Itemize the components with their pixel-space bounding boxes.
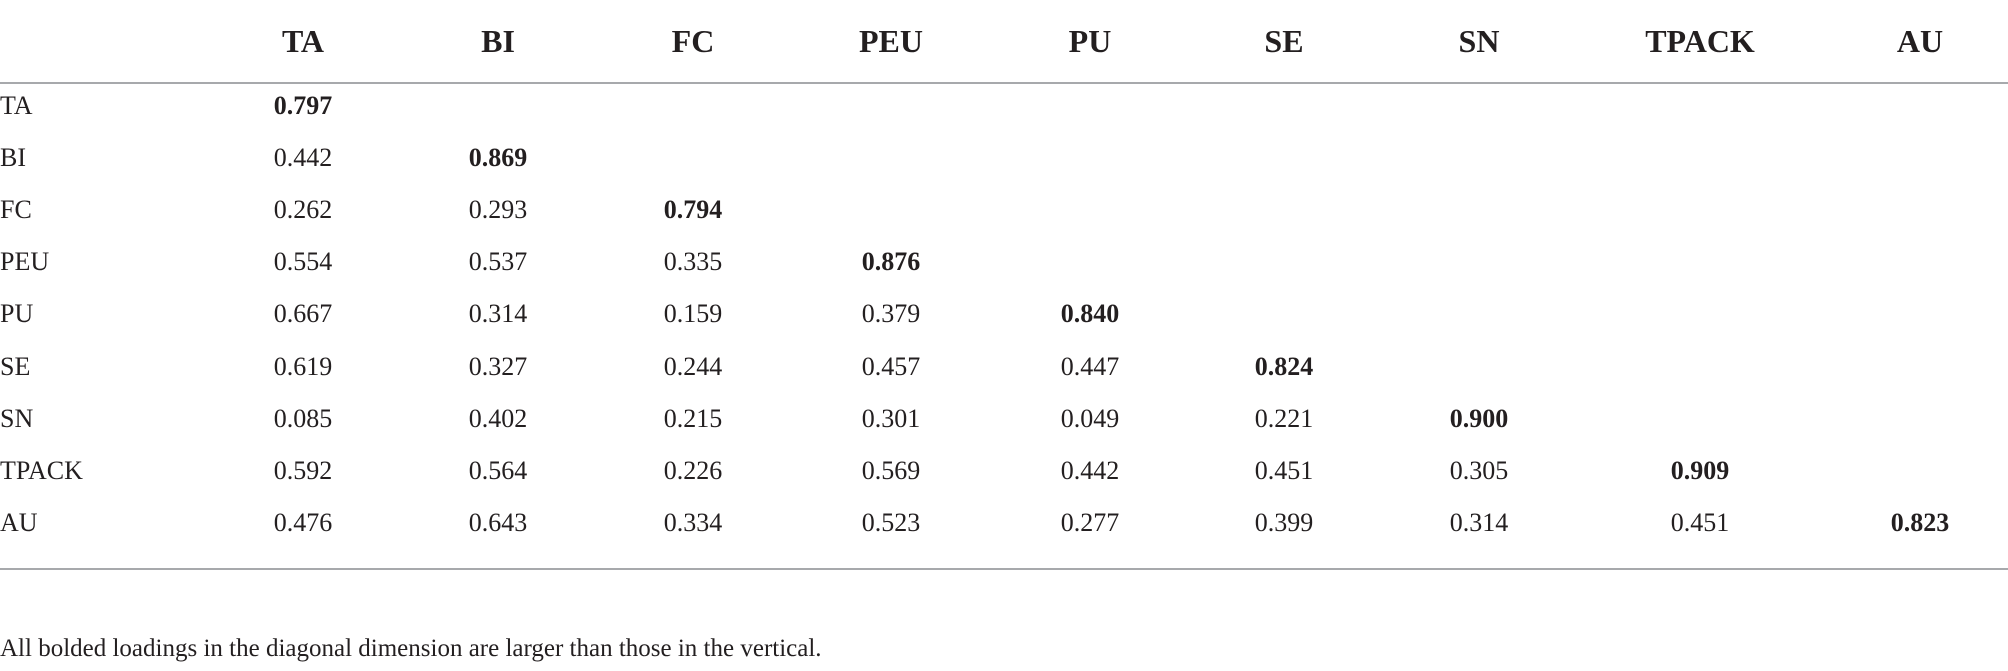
table-cell: 0.327 <box>468 351 528 381</box>
column-header: FC <box>671 23 715 59</box>
bottom-rule <box>0 568 2008 570</box>
table-cell: 0.447 <box>1060 351 1120 381</box>
table-cell: 0.569 <box>861 455 921 485</box>
row-label: TPACK <box>0 455 83 485</box>
table-note: All bolded loadings in the diagonal dime… <box>0 635 822 662</box>
table-cell: 0.085 <box>273 403 333 433</box>
table-cell: 0.523 <box>861 507 921 537</box>
table-cell: 0.305 <box>1449 455 1509 485</box>
table-cell: 0.277 <box>1060 507 1120 537</box>
row-label: PU <box>0 299 34 329</box>
column-header: AU <box>1896 23 1944 59</box>
table-cell: 0.451 <box>1670 507 1730 537</box>
row-label: SN <box>0 403 34 433</box>
table-cell: 0.537 <box>468 247 528 277</box>
table-cell: 0.869 <box>468 143 528 173</box>
row-label: BI <box>0 143 26 173</box>
row-label: SE <box>0 351 31 381</box>
table-cell: 0.457 <box>861 351 921 381</box>
table-cell: 0.301 <box>861 403 921 433</box>
table-cell: 0.379 <box>861 299 921 329</box>
row-label: PEU <box>0 247 50 277</box>
table-cell: 0.262 <box>273 195 333 225</box>
table-cell: 0.293 <box>468 195 528 225</box>
table-cell: 0.215 <box>663 403 723 433</box>
column-header: SN <box>1458 23 1500 59</box>
column-header: PEU <box>859 23 923 59</box>
column-header: TPACK <box>1645 23 1755 59</box>
table-cell: 0.592 <box>273 455 333 485</box>
table-cell: 0.824 <box>1254 351 1314 381</box>
column-header: TA <box>281 23 325 59</box>
table-cell: 0.876 <box>861 247 921 277</box>
table-cell: 0.049 <box>1060 403 1120 433</box>
table-cell: 0.442 <box>1060 455 1120 485</box>
table-cell: 0.794 <box>663 195 723 225</box>
table-cell: 0.840 <box>1060 299 1120 329</box>
row-label: FC <box>0 195 32 225</box>
row-label: AU <box>0 507 38 537</box>
table-cell: 0.619 <box>273 351 333 381</box>
table-cell: 0.667 <box>273 299 333 329</box>
table-cell: 0.314 <box>1449 507 1509 537</box>
table-cell: 0.909 <box>1670 455 1730 485</box>
table-cell: 0.442 <box>273 143 333 173</box>
header-rule <box>0 82 2008 84</box>
table-cell: 0.314 <box>468 299 528 329</box>
column-header: PU <box>1068 23 1112 59</box>
table-cell: 0.476 <box>273 507 333 537</box>
table-cell: 0.900 <box>1449 403 1509 433</box>
table-cell: 0.643 <box>468 507 528 537</box>
table-cell: 0.823 <box>1890 507 1950 537</box>
table-cell: 0.159 <box>663 299 723 329</box>
table-cell: 0.797 <box>273 91 333 120</box>
table-cell: 0.564 <box>468 455 528 485</box>
column-header: BI <box>481 23 515 59</box>
table-cell: 0.451 <box>1254 455 1314 485</box>
row-label: TA <box>0 91 33 120</box>
table-cell: 0.226 <box>663 455 723 485</box>
table-cell: 0.335 <box>663 247 723 277</box>
table-cell: 0.221 <box>1254 403 1314 433</box>
table-cell: 0.244 <box>663 351 723 381</box>
table-cell: 0.399 <box>1254 507 1314 537</box>
table-cell: 0.554 <box>273 247 333 277</box>
column-header: SE <box>1264 23 1304 59</box>
table-cell: 0.402 <box>468 403 528 433</box>
table-cell: 0.334 <box>663 507 723 537</box>
